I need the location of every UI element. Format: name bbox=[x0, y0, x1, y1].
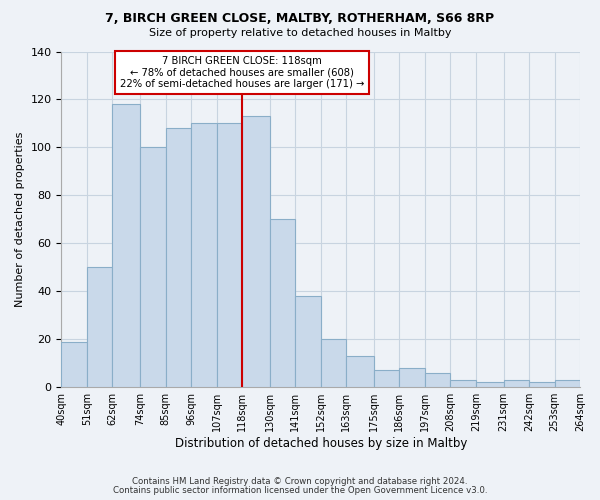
Bar bbox=[425, 373, 451, 387]
Bar bbox=[346, 356, 374, 387]
Bar bbox=[374, 370, 400, 387]
Bar bbox=[191, 124, 217, 387]
Bar bbox=[140, 148, 166, 387]
Bar bbox=[112, 104, 140, 387]
Bar bbox=[476, 382, 503, 387]
Bar bbox=[451, 380, 476, 387]
Bar bbox=[242, 116, 270, 387]
X-axis label: Distribution of detached houses by size in Maltby: Distribution of detached houses by size … bbox=[175, 437, 467, 450]
Bar bbox=[554, 380, 580, 387]
Bar bbox=[61, 342, 87, 387]
Bar bbox=[87, 268, 112, 387]
Bar bbox=[529, 382, 554, 387]
Bar bbox=[270, 220, 295, 387]
Bar bbox=[217, 124, 242, 387]
Text: Contains HM Land Registry data © Crown copyright and database right 2024.: Contains HM Land Registry data © Crown c… bbox=[132, 477, 468, 486]
Y-axis label: Number of detached properties: Number of detached properties bbox=[15, 132, 25, 307]
Text: Contains public sector information licensed under the Open Government Licence v3: Contains public sector information licen… bbox=[113, 486, 487, 495]
Bar bbox=[295, 296, 321, 387]
Bar bbox=[400, 368, 425, 387]
Bar bbox=[321, 339, 346, 387]
Bar bbox=[503, 380, 529, 387]
Text: 7 BIRCH GREEN CLOSE: 118sqm
← 78% of detached houses are smaller (608)
22% of se: 7 BIRCH GREEN CLOSE: 118sqm ← 78% of det… bbox=[120, 56, 364, 90]
Text: Size of property relative to detached houses in Maltby: Size of property relative to detached ho… bbox=[149, 28, 451, 38]
Text: 7, BIRCH GREEN CLOSE, MALTBY, ROTHERHAM, S66 8RP: 7, BIRCH GREEN CLOSE, MALTBY, ROTHERHAM,… bbox=[106, 12, 494, 26]
Bar bbox=[166, 128, 191, 387]
